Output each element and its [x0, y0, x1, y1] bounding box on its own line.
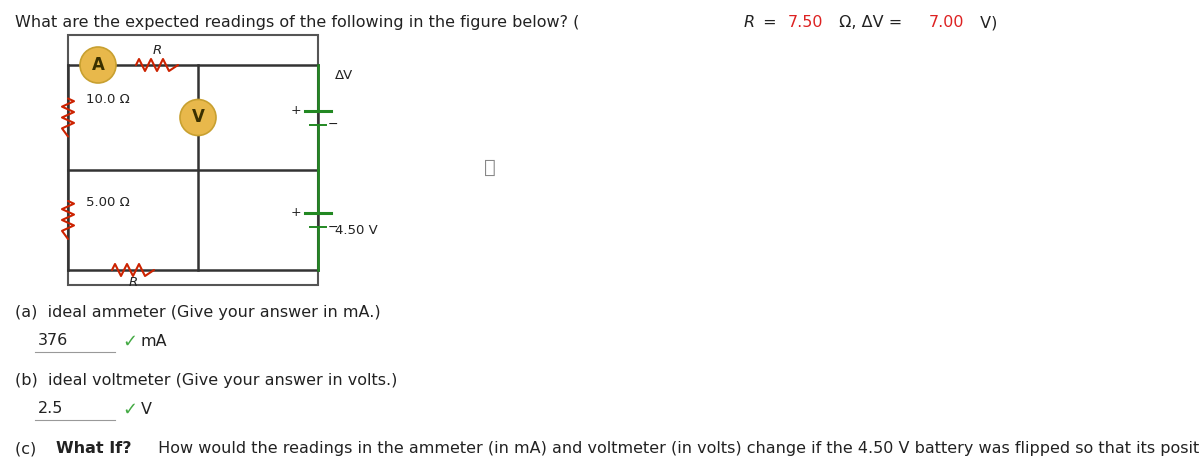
Bar: [68, 35, 318, 285]
Text: 4.50 V: 4.50 V: [335, 224, 378, 237]
Text: =: =: [757, 15, 781, 30]
Text: 10.0 Ω: 10.0 Ω: [86, 93, 130, 106]
Text: ⓘ: ⓘ: [484, 158, 496, 177]
Text: What If?: What If?: [55, 441, 131, 456]
Circle shape: [180, 99, 216, 135]
Text: ✓: ✓: [122, 401, 137, 419]
Circle shape: [80, 47, 116, 83]
Text: A: A: [91, 56, 104, 74]
Text: 376: 376: [38, 333, 68, 348]
Text: (b)  ideal voltmeter (Give your answer in volts.): (b) ideal voltmeter (Give your answer in…: [14, 373, 397, 388]
Text: 2.5: 2.5: [38, 401, 64, 416]
Text: ΔV: ΔV: [335, 69, 353, 82]
Text: 5.00 Ω: 5.00 Ω: [86, 195, 130, 208]
Text: Ω, ΔV =: Ω, ΔV =: [834, 15, 907, 30]
Text: mA: mA: [142, 334, 168, 349]
Text: 7.00: 7.00: [929, 15, 965, 30]
Text: +: +: [290, 104, 301, 117]
Text: (c): (c): [14, 441, 47, 456]
Text: −: −: [328, 220, 338, 233]
Text: 7.50: 7.50: [788, 15, 823, 30]
Text: V: V: [192, 109, 204, 127]
Text: +: +: [290, 207, 301, 219]
Text: What are the expected readings of the following in the figure below? (: What are the expected readings of the fo…: [14, 15, 580, 30]
Text: How would the readings in the ammeter (in mA) and voltmeter (in volts) change if: How would the readings in the ammeter (i…: [154, 441, 1200, 456]
Text: −: −: [328, 118, 338, 131]
Text: ✓: ✓: [122, 333, 137, 351]
Text: (a)  ideal ammeter (Give your answer in mA.): (a) ideal ammeter (Give your answer in m…: [14, 305, 380, 320]
Text: R: R: [743, 15, 755, 30]
Text: R: R: [152, 44, 162, 57]
Text: V): V): [974, 15, 997, 30]
Text: R: R: [128, 276, 138, 290]
Text: V: V: [142, 402, 152, 418]
